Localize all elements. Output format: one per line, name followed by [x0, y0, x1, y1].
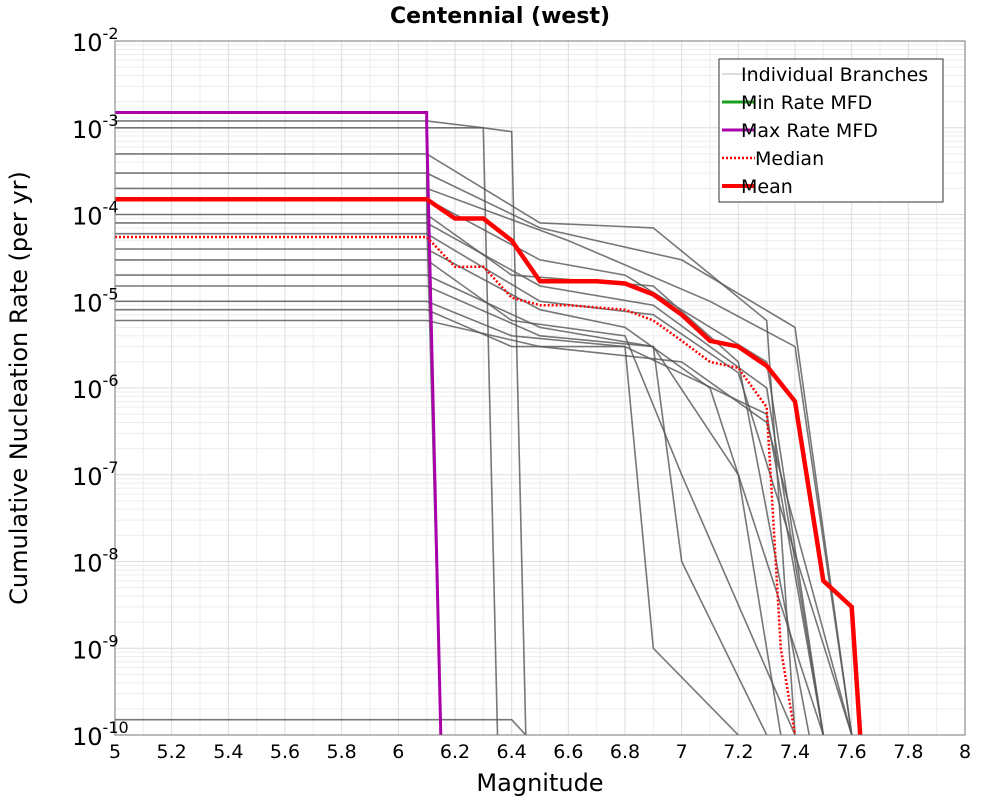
branch-line [115, 187, 853, 735]
x-tick-label: 7.8 [893, 741, 923, 763]
chart-title: Centennial (west) [390, 4, 610, 29]
x-tick-label: 5 [109, 741, 121, 763]
legend-label: Min Rate MFD [741, 92, 872, 114]
y-tick-label: 10-3 [72, 111, 119, 144]
y-tick-label: 10-4 [72, 198, 119, 231]
x-tick-label: 6.4 [497, 741, 527, 763]
branch-line [115, 248, 825, 735]
y-axis-label: Cumulative Nucleation Rate (per yr) [5, 171, 33, 605]
x-tick-label: 5.4 [213, 741, 243, 763]
x-axis-label: Magnitude [476, 769, 603, 797]
x-tick-label: 7.2 [723, 741, 753, 763]
branch-line [115, 718, 527, 735]
plot-frame [114, 40, 966, 736]
branch-line [115, 127, 527, 735]
x-tick-label: 6.6 [553, 741, 583, 763]
x-tick-label: 5.6 [270, 741, 300, 763]
legend-label: Individual Branches [741, 64, 928, 86]
x-tick-labels: 5 5.2 5.4 5.6 5.8 6 6.2 6.4 6.6 6.8 7 7.2 7.4 7.6 7.8 8 [109, 741, 971, 763]
y-tick-label: 10-6 [72, 371, 119, 404]
x-tick-label: 6 [392, 741, 404, 763]
branch-line [115, 222, 825, 735]
median-line [115, 235, 797, 735]
x-tick-label: 8 [959, 741, 971, 763]
branch-line [115, 259, 796, 735]
max-rate-mfd-line [115, 111, 443, 735]
x-tick-label: 6.2 [440, 741, 470, 763]
x-tick-label: 7.4 [780, 741, 810, 763]
individual-branches [115, 111, 853, 735]
legend-box [718, 58, 944, 203]
x-tick-label: 5.8 [327, 741, 357, 763]
y-tick-labels: 10-2 10-3 10-4 10-5 10-6 10-7 10-8 10-9 10-10 [72, 24, 129, 751]
legend-label: Median [755, 148, 824, 170]
legend-label: Mean [741, 176, 793, 198]
x-tick-label: 7.6 [837, 741, 867, 763]
legend: Individual Branches Min Rate MFD Max Rate … [718, 58, 944, 203]
y-tick-label: 10-10 [72, 718, 129, 751]
y-tick-label: 10-8 [72, 545, 119, 578]
y-tick-label: 10-2 [72, 24, 119, 57]
branch-line [115, 120, 499, 735]
x-tick-label: 7 [676, 741, 688, 763]
branch-line [115, 274, 782, 735]
y-tick-label: 10-7 [72, 458, 119, 491]
branch-line [115, 308, 825, 735]
x-tick-label: 5.2 [157, 741, 187, 763]
branch-line [115, 300, 739, 735]
y-tick-label: 10-5 [72, 284, 119, 317]
branch-line [115, 285, 768, 735]
series-lines [115, 111, 863, 735]
y-tick-label: 10-9 [72, 631, 119, 664]
x-tick-label: 6.8 [610, 741, 640, 763]
branch-line [115, 172, 853, 735]
legend-label: Max Rate MFD [741, 120, 878, 142]
branch-line [115, 319, 853, 735]
mean-line [115, 196, 863, 735]
